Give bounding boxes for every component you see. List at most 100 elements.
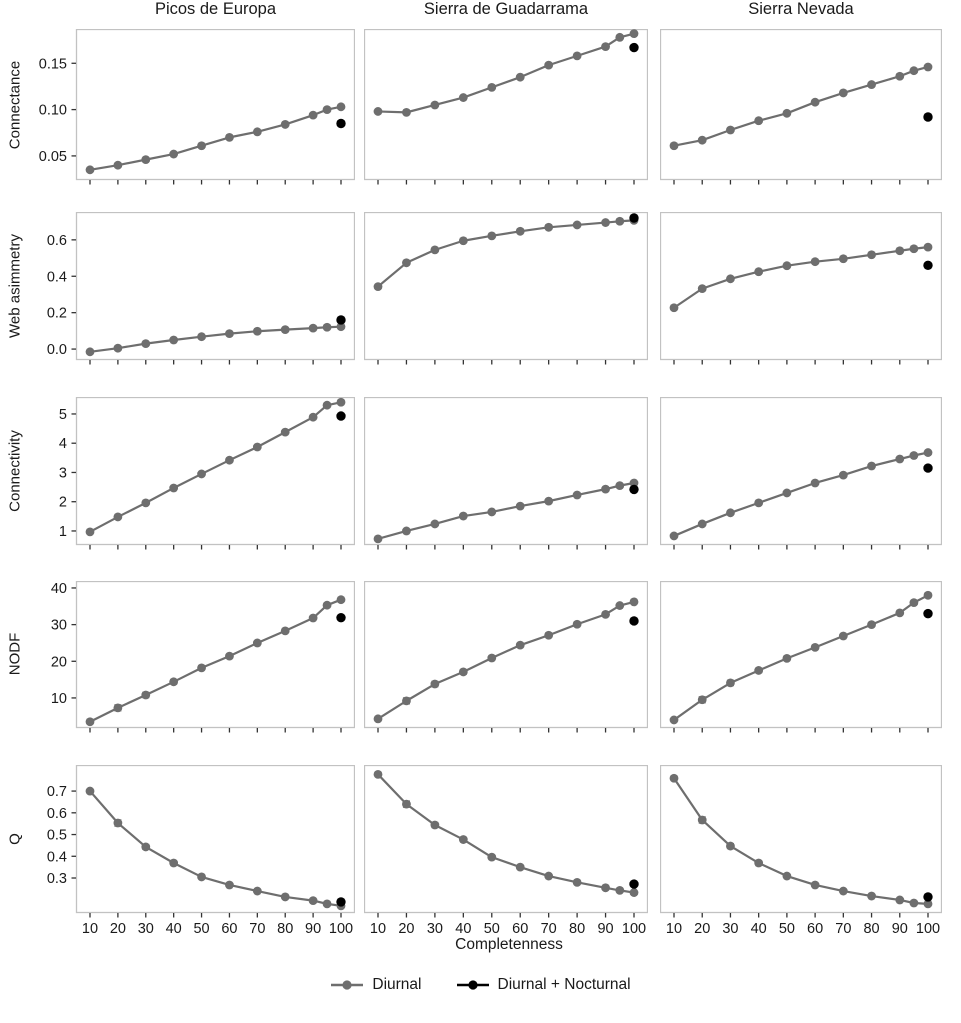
diurnal-point xyxy=(252,326,262,336)
diurnal-nocturnal-point xyxy=(336,411,346,421)
diurnal-point xyxy=(909,66,919,76)
y-tick-label: 0.6 xyxy=(47,233,67,249)
diurnal-point xyxy=(402,799,411,809)
y-tick-label: 0.5 xyxy=(47,828,67,844)
diurnal-nocturnal-point xyxy=(336,612,346,623)
diurnal-point xyxy=(458,93,468,102)
diurnal-point xyxy=(615,481,625,491)
diurnal-point xyxy=(169,335,179,345)
x-tick-label: 40 xyxy=(166,921,182,937)
diurnal-nocturnal-point xyxy=(923,112,933,122)
panel-q-sierra-de-guadarrama: 10 20 30 40 50 60 70 80 90 100 xyxy=(364,765,648,937)
diurnal-point xyxy=(572,51,582,61)
column-title-sierra-de-guadarrama: Sierra de Guadarrama xyxy=(423,0,589,18)
diurnal-point xyxy=(572,877,582,887)
diurnal-marker-icon xyxy=(331,980,364,990)
diurnal-point xyxy=(197,332,206,342)
diurnal-point xyxy=(322,105,332,114)
diurnal-point xyxy=(601,883,610,893)
diurnal-point xyxy=(515,226,525,236)
diurnal-point xyxy=(697,135,707,145)
diurnal-point xyxy=(515,640,525,650)
x-tick-label: 70 xyxy=(541,921,557,937)
column-title-sierra-nevada: Sierra Nevada xyxy=(748,0,854,18)
diurnal-point xyxy=(838,88,848,98)
diurnal-point xyxy=(782,108,792,118)
diurnal-point xyxy=(402,258,411,268)
y-tick-label: 0.0 xyxy=(47,342,67,358)
diurnal-point xyxy=(336,595,346,605)
diurnal-point xyxy=(252,442,262,452)
diurnal-point xyxy=(669,141,679,151)
y-tick-label: 40 xyxy=(51,581,67,597)
diurnal-point xyxy=(572,490,582,500)
diurnal-point xyxy=(615,32,625,42)
diurnal-point xyxy=(923,62,933,72)
diurnal-point xyxy=(458,667,468,677)
legend-label-diurnal: Diurnal xyxy=(372,976,422,993)
diurnal-point xyxy=(197,872,206,882)
diurnal-point xyxy=(487,82,497,92)
diurnal-point xyxy=(85,165,95,175)
diurnal-point xyxy=(923,242,933,252)
diurnal-point xyxy=(113,818,123,828)
diurnal-point xyxy=(810,257,820,267)
diurnal-point xyxy=(308,613,318,623)
x-tick-label: 20 xyxy=(110,921,126,937)
x-tick-label: 50 xyxy=(484,921,500,937)
x-tick-label: 80 xyxy=(863,921,879,937)
diurnal-nocturnal-point xyxy=(336,315,346,325)
x-tick-label: 100 xyxy=(329,921,353,937)
column-title-picos-de-europa: Picos de Europa xyxy=(154,0,277,18)
diurnal-point xyxy=(867,250,876,260)
y-tick-label: 1 xyxy=(59,524,67,540)
diurnal-point xyxy=(322,400,332,410)
diurnal-point xyxy=(225,132,234,142)
diurnal-point xyxy=(373,534,383,544)
diurnal-point xyxy=(838,631,848,641)
diurnal-point xyxy=(225,329,234,339)
diurnal-point xyxy=(430,100,440,110)
diurnal-point xyxy=(544,60,554,70)
diurnal-point xyxy=(909,598,919,608)
diurnal-point xyxy=(280,427,290,437)
diurnal-nocturnal-point xyxy=(336,118,346,129)
diurnal-point xyxy=(487,507,497,517)
diurnal-point xyxy=(754,498,764,508)
x-tick-label: 40 xyxy=(751,921,767,937)
diurnal-point xyxy=(923,899,933,909)
diurnal-point xyxy=(430,820,440,830)
legend-item-diurnal: Diurnal xyxy=(330,976,422,994)
x-tick-label: 60 xyxy=(221,921,237,937)
y-tick-label: 30 xyxy=(51,618,67,634)
diurnal-nocturnal-point xyxy=(629,616,639,626)
diurnal-point xyxy=(629,29,639,39)
diurnal-point xyxy=(487,231,497,241)
diurnal-point xyxy=(322,899,332,909)
diurnal-point xyxy=(280,892,290,902)
y-tick-label: 5 xyxy=(59,407,67,423)
diurnal-point xyxy=(615,885,625,895)
diurnal-point xyxy=(336,322,346,332)
diurnal-point xyxy=(458,236,468,246)
x-tick-label: 60 xyxy=(807,921,823,937)
diurnal-point xyxy=(895,246,905,256)
diurnal-point xyxy=(629,597,639,607)
panel-nodf-sierra-nevada xyxy=(660,581,942,733)
x-tick-label: 30 xyxy=(722,921,738,937)
x-tick-label: 30 xyxy=(427,921,443,937)
x-tick-label: 100 xyxy=(622,921,646,937)
diurnal-point xyxy=(225,651,234,661)
diurnal-point xyxy=(197,663,206,673)
diurnal-point xyxy=(402,526,411,536)
legend-label-diurnal-nocturnal: Diurnal + Nocturnal xyxy=(497,976,631,993)
diurnal-point xyxy=(838,254,848,264)
diurnal-point xyxy=(169,149,179,159)
diurnal-point xyxy=(113,343,123,353)
diurnal-point xyxy=(838,470,848,480)
diurnal-point xyxy=(169,858,179,868)
diurnal-point xyxy=(601,484,610,494)
panel-connectivity-sierra-de-guadarrama xyxy=(364,397,648,550)
x-tick-label: 10 xyxy=(666,921,682,937)
